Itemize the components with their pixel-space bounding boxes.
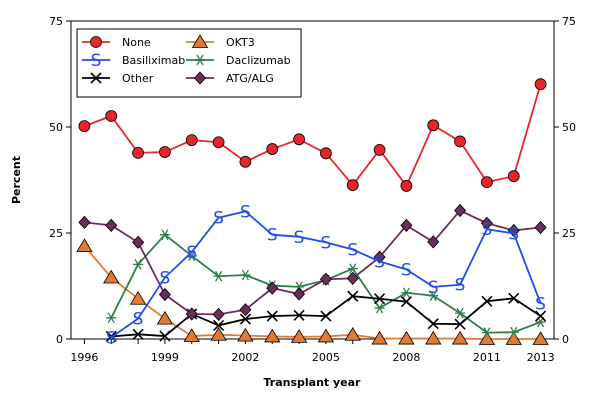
legend-label: Daclizumab bbox=[226, 54, 291, 67]
data-point bbox=[481, 177, 492, 188]
data-point bbox=[240, 270, 250, 280]
data-point bbox=[133, 236, 144, 248]
y-tick-label-left: 75 bbox=[49, 15, 63, 28]
x-tick-label: 2005 bbox=[312, 351, 340, 364]
data-point: S bbox=[133, 310, 144, 330]
data-point bbox=[79, 121, 90, 132]
y-tick-label-left: 25 bbox=[49, 227, 63, 240]
x-tick-label: 2008 bbox=[392, 351, 420, 364]
x-tick-label: 1996 bbox=[70, 351, 98, 364]
data-point: S bbox=[374, 252, 385, 272]
data-point bbox=[157, 312, 172, 325]
data-point bbox=[186, 135, 197, 146]
x-tick-label: 1999 bbox=[151, 351, 179, 364]
series-line bbox=[84, 211, 540, 315]
y-tick-label-left: 0 bbox=[56, 333, 63, 346]
data-point: S bbox=[321, 233, 332, 253]
x-axis-title: Transplant year bbox=[264, 376, 362, 389]
data-point: S bbox=[347, 241, 358, 261]
data-point: S bbox=[401, 260, 412, 280]
data-point: S bbox=[428, 278, 439, 298]
legend-label: None bbox=[122, 36, 151, 49]
data-point bbox=[347, 180, 358, 191]
x-tick-label: 2013 bbox=[527, 351, 555, 364]
data-point bbox=[213, 308, 224, 320]
data-point bbox=[508, 171, 519, 182]
data-point bbox=[240, 156, 251, 167]
data-point bbox=[401, 288, 411, 298]
data-point: S bbox=[213, 209, 224, 229]
data-point bbox=[106, 313, 116, 323]
data-point bbox=[133, 147, 144, 158]
data-point bbox=[106, 219, 117, 231]
data-point bbox=[320, 148, 331, 159]
data-point bbox=[320, 273, 331, 285]
data-point: S bbox=[508, 224, 519, 244]
y-axis-title: Percent bbox=[10, 156, 23, 204]
x-tick-label: 2002 bbox=[231, 351, 259, 364]
legend-label: Other bbox=[122, 72, 154, 85]
data-point bbox=[106, 110, 117, 121]
data-point bbox=[267, 144, 278, 155]
data-point: S bbox=[535, 294, 546, 314]
data-point bbox=[294, 288, 305, 300]
data-point bbox=[213, 137, 224, 148]
data-point bbox=[374, 144, 385, 155]
data-point: S bbox=[267, 226, 278, 246]
data-point: S bbox=[160, 269, 171, 289]
data-point bbox=[535, 221, 546, 233]
y-tick-label-right: 0 bbox=[562, 333, 569, 346]
data-point bbox=[294, 134, 305, 145]
data-point bbox=[91, 37, 102, 48]
data-point bbox=[77, 239, 92, 252]
data-point: S bbox=[91, 51, 102, 71]
data-point: S bbox=[455, 276, 466, 296]
series-line bbox=[84, 84, 540, 186]
data-point: S bbox=[294, 228, 305, 248]
data-point: S bbox=[240, 202, 251, 222]
data-point bbox=[79, 216, 90, 228]
data-point bbox=[535, 79, 546, 90]
data-point bbox=[159, 288, 170, 300]
x-tick-label: 2011 bbox=[473, 351, 501, 364]
legend: None OKT3 S Basiliximab Daclizumab Other ATG/A… bbox=[77, 29, 301, 97]
data-point: S bbox=[482, 220, 493, 240]
legend-label: OKT3 bbox=[226, 36, 255, 49]
legend-entry: ATG/ALG bbox=[186, 72, 274, 85]
legend-label: ATG/ALG bbox=[226, 72, 274, 85]
data-point: S bbox=[186, 243, 197, 263]
y-tick-label-right: 50 bbox=[562, 121, 576, 134]
y-tick-label-right: 25 bbox=[562, 227, 576, 240]
data-point bbox=[455, 136, 466, 147]
data-point bbox=[428, 120, 439, 131]
data-point bbox=[401, 180, 412, 191]
data-point: S bbox=[106, 328, 117, 348]
data-point bbox=[159, 147, 170, 158]
y-tick-label-left: 50 bbox=[49, 121, 63, 134]
data-point bbox=[375, 303, 385, 313]
data-point bbox=[345, 328, 360, 341]
y-tick-label-right: 75 bbox=[562, 15, 576, 28]
legend-label: Basiliximab bbox=[122, 54, 185, 67]
